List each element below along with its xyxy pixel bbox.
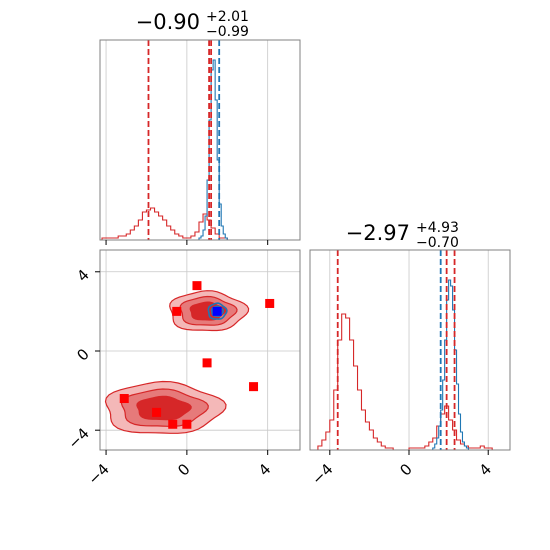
title-x-lower: −0.99: [206, 24, 249, 40]
marginal-y-hist-blue: [432, 279, 469, 450]
marginal-x-panel: −0.90 +2.01 −0.99: [99, 9, 301, 245]
marginal-y-xtick-label: 0: [396, 460, 415, 479]
joint-marker-red: [152, 407, 162, 417]
marginal-y-xtick-label: 4: [476, 460, 495, 479]
joint-marker-red: [182, 419, 192, 429]
title-x-upper: +2.01: [206, 9, 249, 25]
joint-contour-level: [136, 395, 192, 421]
joint-frame: [99, 249, 301, 451]
joint-xtick-label: −4: [85, 460, 113, 488]
joint-marker-blue: [212, 306, 222, 316]
marginal-x-frame: [99, 39, 301, 241]
joint-xtick-label: 0: [174, 460, 193, 479]
title-x-value: −0.90: [136, 10, 200, 34]
joint-marker-red: [192, 281, 202, 291]
marginal-x-hist-blue: [198, 59, 228, 240]
marginal-y-hist-red: [317, 313, 493, 451]
joint-ytick-label: 0: [73, 345, 92, 364]
joint-marker-red: [168, 419, 178, 429]
joint-marker-red: [172, 306, 182, 316]
marginal-y-frame: [309, 249, 511, 451]
joint-marker-red: [119, 394, 129, 404]
joint-marker-red: [249, 382, 259, 392]
marginal-y-panel: −2.97 +4.93 −0.70 −4 0 4: [308, 220, 511, 488]
joint-panel: −4 0 4 −4 0 4: [64, 249, 301, 488]
title-y-lower: −0.70: [416, 235, 459, 251]
marginal-x-hist-red: [101, 207, 228, 240]
title-y-value: −2.97: [346, 221, 410, 245]
joint-marker-red: [202, 358, 212, 368]
joint-ytick-label: 4: [73, 266, 92, 285]
joint-blue-contour: [207, 302, 228, 320]
marginal-y-xtick-label: −4: [308, 460, 336, 488]
title-y-upper: +4.93: [416, 220, 459, 236]
joint-xtick-label: 4: [255, 460, 274, 479]
joint-marker-red: [265, 298, 275, 308]
joint-ytick-label: −4: [64, 424, 92, 452]
